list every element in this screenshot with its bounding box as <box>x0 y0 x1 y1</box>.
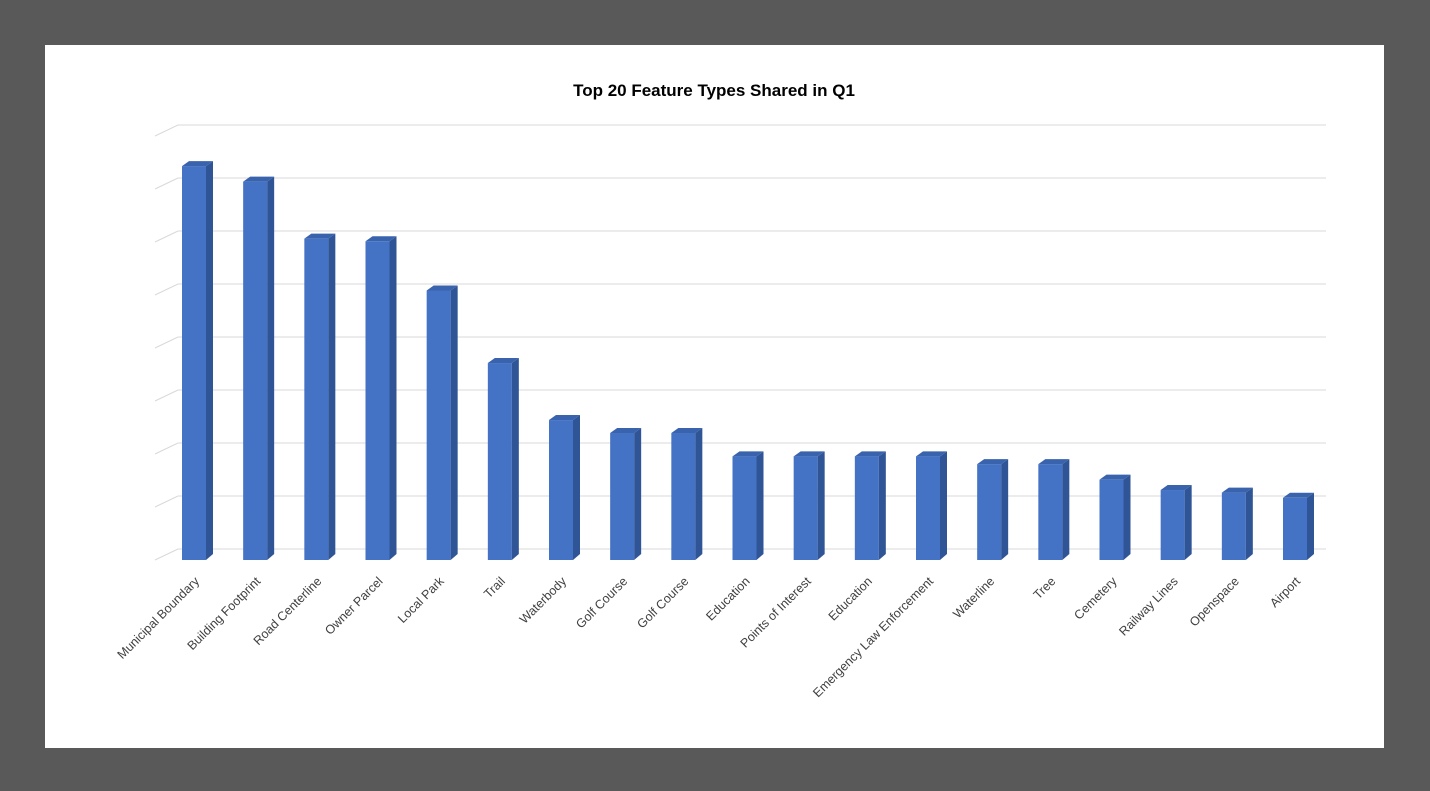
bar-side <box>1001 459 1009 560</box>
bar-top <box>549 415 580 421</box>
bar-top <box>243 176 275 182</box>
category-label: Golf Course <box>573 574 630 631</box>
gridline-side <box>154 389 179 402</box>
gridline-side <box>154 283 179 296</box>
bar-top <box>1221 487 1253 493</box>
bar-top <box>732 451 764 457</box>
bar-top <box>365 236 397 242</box>
bar-top <box>1283 492 1314 498</box>
bar <box>793 456 818 560</box>
bar-top <box>487 358 519 364</box>
bar-top <box>1160 485 1192 491</box>
gridline-side <box>154 442 179 455</box>
bar-top <box>304 233 336 239</box>
bar-top <box>182 161 213 167</box>
bar-side <box>267 176 275 560</box>
bar-top <box>426 285 458 291</box>
category-label: Emergency Law Enforcement <box>810 574 936 700</box>
category-label: Cemetery <box>1071 574 1120 623</box>
category-label: Local Park <box>395 574 447 626</box>
bar-chart: Top 20 Feature Types Shared in Q1 Munici… <box>115 81 1326 700</box>
gridline-side <box>154 495 179 508</box>
bar <box>1221 492 1246 560</box>
bar-side <box>940 451 947 560</box>
category-label: Tree <box>1031 574 1059 602</box>
bar-top <box>610 428 642 434</box>
bar-side <box>1062 459 1070 560</box>
bar-side <box>756 451 764 560</box>
gridline-side <box>154 336 179 349</box>
bar <box>1038 464 1063 560</box>
bar-side <box>1245 487 1253 560</box>
gridline-side <box>154 548 179 561</box>
bar-side <box>389 236 397 560</box>
bar <box>671 433 696 560</box>
bar <box>1160 490 1185 560</box>
bar-top <box>793 451 825 457</box>
category-label: Golf Course <box>634 574 691 631</box>
bar <box>549 420 573 560</box>
bar-top <box>671 428 703 434</box>
category-label: Waterline <box>950 574 997 621</box>
chart-title: Top 20 Feature Types Shared in Q1 <box>573 81 855 100</box>
bar <box>610 433 635 560</box>
bar <box>487 363 512 560</box>
bars <box>182 161 1314 560</box>
category-label: Trail <box>481 574 508 601</box>
bar-top <box>977 459 1009 465</box>
bar <box>182 166 206 560</box>
bar-side <box>1184 485 1192 560</box>
bar <box>426 290 451 560</box>
bar <box>365 241 390 560</box>
bar-top <box>1099 474 1131 480</box>
bar-side <box>328 233 336 560</box>
bar-side <box>878 451 886 560</box>
bar <box>243 181 268 560</box>
bar-top <box>1038 459 1070 465</box>
bar-side <box>573 415 580 560</box>
category-label: Waterbody <box>517 574 570 627</box>
category-label: Airport <box>1267 574 1303 610</box>
bar-side <box>450 285 458 560</box>
gridline-side <box>154 230 179 243</box>
bar-top <box>916 451 947 457</box>
category-label: Education <box>703 574 752 623</box>
category-label: Openspace <box>1187 574 1242 629</box>
category-label: Railway Lines <box>1116 574 1180 638</box>
chart-card: Top 20 Feature Types Shared in Q1 Munici… <box>45 45 1384 748</box>
bar <box>1283 497 1307 560</box>
bar-side <box>695 428 703 560</box>
bar-side <box>511 358 519 560</box>
bar-side <box>817 451 825 560</box>
bar <box>854 456 879 560</box>
bar-top <box>854 451 886 457</box>
bar <box>1099 479 1124 560</box>
gridline-side <box>154 124 179 137</box>
bar-side <box>1307 492 1314 560</box>
bar-side <box>634 428 642 560</box>
bar <box>977 464 1002 560</box>
bar <box>916 456 940 560</box>
gridline-side <box>154 177 179 190</box>
bar-side <box>1123 474 1131 560</box>
bar <box>304 238 329 560</box>
category-label: Owner Parcel <box>322 574 385 637</box>
bar-side <box>206 161 213 560</box>
category-label: Education <box>826 574 875 623</box>
bar <box>732 456 757 560</box>
